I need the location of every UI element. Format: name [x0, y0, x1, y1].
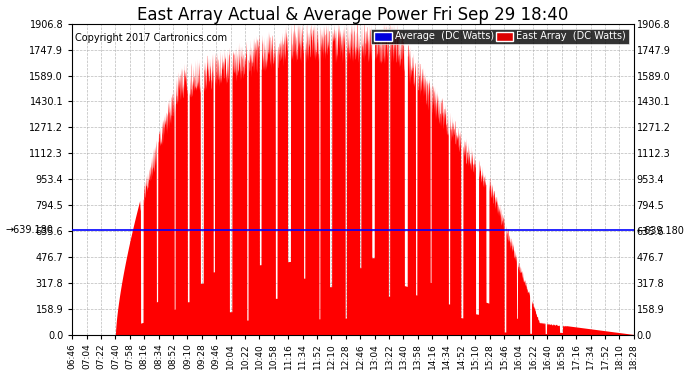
- Legend: Average  (DC Watts), East Array  (DC Watts): Average (DC Watts), East Array (DC Watts…: [371, 28, 629, 44]
- Text: Copyright 2017 Cartronics.com: Copyright 2017 Cartronics.com: [75, 33, 227, 43]
- Text: →639.180: →639.180: [6, 225, 53, 236]
- Title: East Array Actual & Average Power Fri Sep 29 18:40: East Array Actual & Average Power Fri Se…: [137, 6, 569, 24]
